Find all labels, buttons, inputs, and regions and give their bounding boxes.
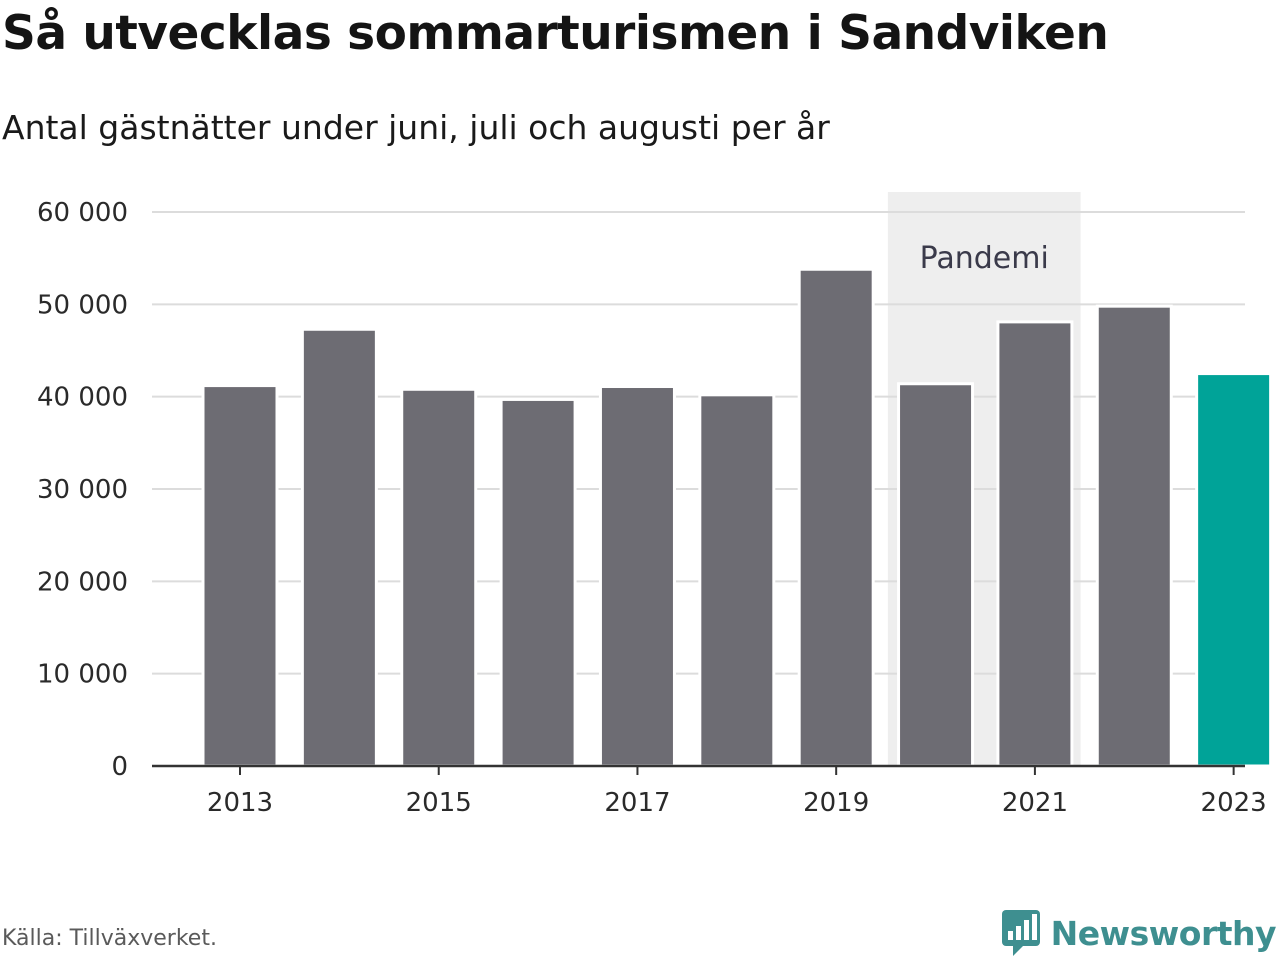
x-tick-label: 2015 (406, 788, 472, 818)
bar-2015 (400, 387, 478, 768)
bar-chart: Pandemi 0 10 000 20 000 30 000 40 000 50 000 6… (37, 192, 1273, 818)
y-tick-label: 50 000 (37, 290, 128, 320)
bar-2023 (1195, 372, 1273, 768)
bar-2021 (996, 320, 1074, 768)
brand-name: Newsworthy (1050, 913, 1277, 953)
bar-chart-logo-icon (1001, 910, 1040, 956)
bar-2022 (1095, 304, 1173, 768)
y-tick-label: 10 000 (37, 660, 128, 690)
bar-2014 (300, 327, 378, 768)
y-tick-label: 0 (111, 752, 128, 782)
source-note: Källa: Tillväxverket. (2, 926, 217, 951)
x-tick-label: 2019 (803, 788, 869, 818)
chart-title: Så utvecklas sommarturismen i Sandviken (2, 6, 1109, 61)
x-tick-label: 2013 (207, 788, 273, 818)
y-tick-label: 40 000 (37, 383, 128, 413)
x-tick-label: 2017 (604, 788, 670, 818)
bar-2013 (201, 384, 279, 768)
x-tick-label: 2021 (1002, 788, 1068, 818)
bar-2019 (797, 267, 875, 768)
bar-2017 (598, 385, 676, 768)
pandemic-label: Pandemi (920, 241, 1049, 276)
bar-2016 (499, 397, 577, 768)
y-tick-label: 30 000 (37, 475, 128, 505)
bar-2020 (897, 382, 975, 768)
bar-2018 (698, 393, 776, 768)
y-tick-label: 20 000 (37, 567, 128, 597)
x-tick-label: 2023 (1201, 788, 1267, 818)
chart-subtitle: Antal gästnätter under juni, juli och au… (2, 108, 830, 147)
y-tick-label: 60 000 (37, 198, 128, 228)
newsworthy-logo: Newsworthy (1001, 908, 1277, 958)
